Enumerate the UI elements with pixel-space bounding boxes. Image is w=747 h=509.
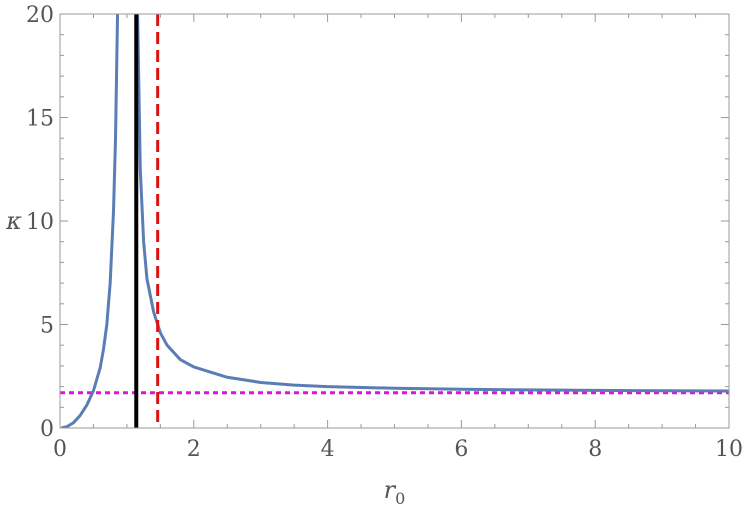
- y-tick-label: 15: [26, 107, 54, 132]
- axis-ticks: 0 2 4 6 8 10 0 5 10 15 20: [26, 3, 743, 462]
- x-tick-label: 0: [53, 437, 67, 462]
- x-tick-label: 2: [187, 437, 201, 462]
- plot-frame: [59, 13, 730, 429]
- x-axis-label: r0: [384, 476, 406, 508]
- y-tick-label: 0: [40, 417, 54, 442]
- axis-labels: r0 κ: [5, 207, 405, 508]
- curve-branch-2: [136, 14, 729, 393]
- x-tick-label: 6: [454, 437, 468, 462]
- y-tick-label: 10: [26, 210, 54, 235]
- plot-lines: [60, 14, 729, 428]
- plot-frame-rect: [59, 13, 730, 429]
- x-tick-label: 4: [321, 437, 335, 462]
- y-tick-label: 5: [40, 314, 54, 339]
- x-axis-label-subscript: 0: [395, 489, 405, 508]
- x-axis-label-main: r: [384, 476, 397, 504]
- y-tick-label: 20: [26, 3, 54, 28]
- x-tick-label: 8: [588, 437, 602, 462]
- curve-branch-1: [61, 14, 120, 428]
- x-tick-label: 10: [715, 437, 743, 462]
- y-axis-label: κ: [5, 207, 22, 235]
